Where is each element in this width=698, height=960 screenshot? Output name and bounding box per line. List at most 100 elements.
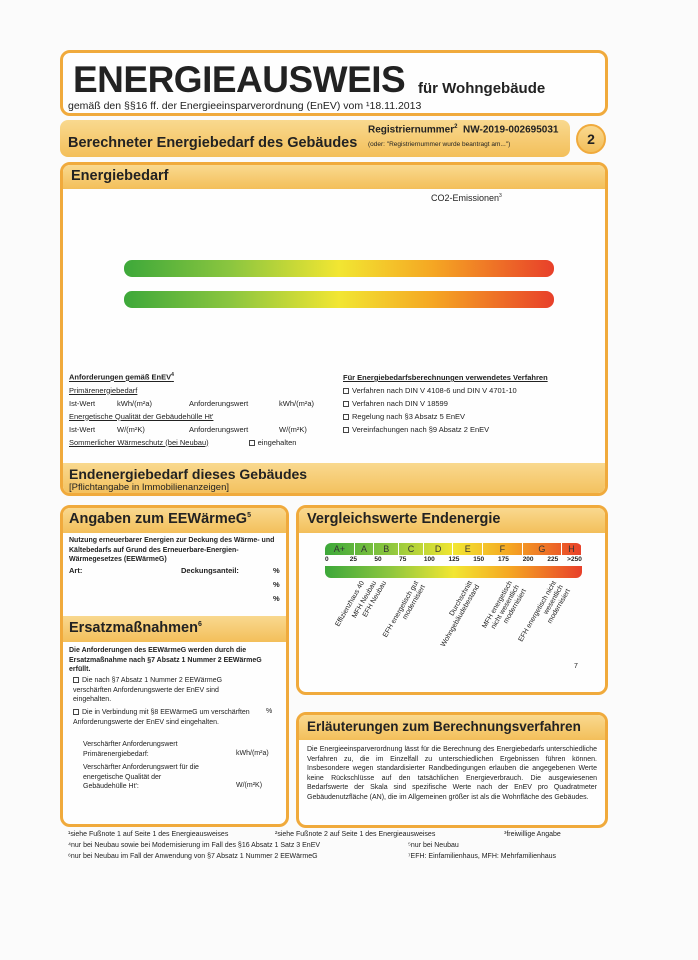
registration-label: Registriernummer2 NW-2019-002695031 <box>368 124 558 135</box>
ersatz-option-2[interactable]: Die in Verbindung mit §8 EEWärmeG um ver… <box>73 708 258 727</box>
comparison-scale <box>325 566 582 578</box>
requirements: Anforderungen gemäß EnEV4 Primärenergieb… <box>69 370 339 448</box>
percent: % <box>273 594 280 603</box>
scale-tick: 150 <box>473 556 485 563</box>
erlaeuterung-text: Die Energieeinsparverordnung lässt für d… <box>307 746 597 801</box>
unit: W/(m²K) <box>279 424 307 434</box>
scale-tick: 0 <box>325 556 329 563</box>
footnote: ⁶nur bei Neubau im Fall der Anwendung vo… <box>68 853 318 860</box>
footnote: ²siehe Fußnote 2 auf Seite 1 des Energie… <box>275 831 436 838</box>
percent: % <box>273 566 280 575</box>
ersatz-value-1-label: Verschärfter Anforderungswert Primärener… <box>83 741 178 758</box>
unit: W/(m²K) <box>236 782 263 789</box>
method-label: Regelung nach §3 Absatz 5 EnEV <box>352 412 465 421</box>
footnote: ¹siehe Fußnote 1 auf Seite 1 des Energie… <box>68 831 229 838</box>
option-label: Die in Verbindung mit §8 EEWärmeG um ver… <box>73 709 250 726</box>
registration-note: (oder: "Registriernummer wurde beantragt… <box>368 141 511 148</box>
percent: % <box>273 580 280 589</box>
registration-number: NW-2019-002695031 <box>463 124 559 136</box>
scale-tick: 75 <box>399 556 407 563</box>
header-box: ENERGIEAUSWEIS für Wohngebäude gemäß den… <box>60 50 608 116</box>
art-label: Art: <box>69 566 83 575</box>
vergleich-title: Vergleichswerte Endenergie <box>299 508 605 533</box>
erlaeuterung-box: Erläuterungen zum Berechnungsverfahren D… <box>296 712 608 828</box>
scale-tick: >250 <box>567 556 582 563</box>
footnote: ³freiwillige Angabe <box>504 831 561 838</box>
scale-tick: 225 <box>547 556 559 563</box>
requirements-sup: 4 <box>171 372 174 378</box>
eewaerme-header: Angaben zum EEWärmeG5 <box>63 508 286 533</box>
class-7: G <box>523 543 563 555</box>
class-5: E <box>453 543 484 555</box>
footnote: ⁴nur bei Neubau sowie bei Modernisierung… <box>68 842 321 849</box>
scale-tick: 200 <box>522 556 534 563</box>
endenergie-note: [Pflichtangabe in Immobilienanzeigen] <box>69 482 230 493</box>
method-checkbox[interactable]: Verfahren nach DIN V 4108-6 und DIN V 47… <box>343 386 603 396</box>
reg-label: Registriernummer <box>368 124 455 136</box>
ersatz-option-1[interactable]: Die nach §7 Absatz 1 Nummer 2 EEWärmeG v… <box>73 676 258 705</box>
scale-tick: 25 <box>349 556 357 563</box>
requirements-title: Anforderungen gemäß EnEV <box>69 372 172 382</box>
reg-sup: 2 <box>454 124 458 130</box>
endenergie-title: Endenergiebedarf dieses Gebäudes <box>69 466 308 482</box>
summer-protection-label: Sommerlicher Wärmeschutz (bei Neubau) <box>69 437 209 447</box>
eewaerme-title: Angaben zum EEWärmeG <box>69 511 248 527</box>
document-subtitle: für Wohngebäude <box>418 80 546 97</box>
document-title: ENERGIEAUSWEIS <box>73 59 406 100</box>
scale-ticks: 0 25 50 75 100 125 150 175 200 225 >250 <box>325 556 582 566</box>
method-checkbox[interactable]: Regelung nach §3 Absatz 5 EnEV <box>343 412 603 422</box>
ersatz-sup: 6 <box>197 621 202 629</box>
class-1: A <box>355 543 375 555</box>
scale-tick: 100 <box>423 556 435 563</box>
ist-wert-label: Ist-Wert <box>69 398 96 408</box>
section-band: Berechneter Energiebedarf des Gebäudes R… <box>60 120 570 157</box>
class-0: A+ <box>325 543 355 555</box>
unit: kWh/(m²a) <box>279 398 314 408</box>
class-8: H <box>562 543 582 555</box>
eewaerme-intro: Nutzung erneuerbarer Energien zur Deckun… <box>69 537 275 563</box>
scale-tick: 175 <box>497 556 509 563</box>
method-checkbox[interactable]: Vereinfachungen nach §9 Absatz 2 EnEV <box>343 425 603 435</box>
primary-energy-label: Primärenergiebedarf <box>69 385 138 395</box>
class-3: C <box>399 543 424 555</box>
co2-sup: 3 <box>499 193 502 199</box>
scale-tick: 125 <box>448 556 460 563</box>
scale-tick: 50 <box>374 556 382 563</box>
comparison-label: EFH energetisch gut modernisiert <box>382 580 427 639</box>
energy-scale-top <box>124 260 554 277</box>
ersatz-intro: Die Anforderungen des EEWärmeG werden du… <box>69 647 262 673</box>
energiebedarf-header: Energiebedarf <box>63 165 605 189</box>
legal-basis: gemäß den §§16 ff. der Energieeinsparver… <box>68 100 422 112</box>
methods-title: Für Energiebedarfsberechnungen verwendet… <box>343 373 548 382</box>
method-checkbox[interactable]: Verfahren nach DIN V 18599 <box>343 399 603 409</box>
kept-checkbox[interactable]: eingehalten <box>248 437 297 447</box>
unit: kWh/(m²a) <box>236 750 269 757</box>
co2-label: CO2-Emissionen3 <box>431 193 502 203</box>
method-label: Verfahren nach DIN V 18599 <box>352 399 448 408</box>
quality-label: Energetische Qualität der Gebäudehülle H… <box>69 411 214 421</box>
percent: % <box>266 708 273 715</box>
efficiency-class-bar: A+ A B C D E F G H <box>325 543 582 555</box>
kept-label: eingehalten <box>257 437 297 447</box>
eewaerme-box: Angaben zum EEWärmeG5 Nutzung erneuerbar… <box>60 505 289 827</box>
class-4: D <box>424 543 454 555</box>
anforderungswert-label: Anforderungswert <box>189 398 249 408</box>
endenergie-band: Endenergiebedarf dieses Gebäudes [Pflich… <box>63 463 605 493</box>
comparison-labels: Effizienzhaus 40 MFH Neubau EFH Neubau EFH … <box>325 580 582 680</box>
footnote-ref: 7 <box>574 663 578 670</box>
ist-wert-label: Ist-Wert <box>69 424 96 434</box>
co2-text: CO2-Emissionen <box>431 193 500 203</box>
eewaerme-sup: 5 <box>247 512 251 520</box>
method-label: Verfahren nach DIN V 4108-6 und DIN V 47… <box>352 386 517 395</box>
footnote: ⁵nur bei Neubau <box>408 842 459 849</box>
method-label: Vereinfachungen nach §9 Absatz 2 EnEV <box>352 425 490 434</box>
vergleich-box: Vergleichswerte Endenergie A+ A B C D E F G H 0 2… <box>296 505 608 695</box>
anforderungswert-label: Anforderungswert <box>189 424 249 434</box>
class-6: F <box>483 543 523 555</box>
section-title: Berechneter Energiebedarf des Gebäudes <box>68 135 358 151</box>
class-2: B <box>374 543 400 555</box>
unit: W/(m²K) <box>117 424 145 434</box>
energy-scale-bottom <box>124 291 554 308</box>
ersatz-title: Ersatzmaßnahmen <box>69 620 198 636</box>
methods: Für Energiebedarfsberechnungen verwendet… <box>343 373 603 435</box>
